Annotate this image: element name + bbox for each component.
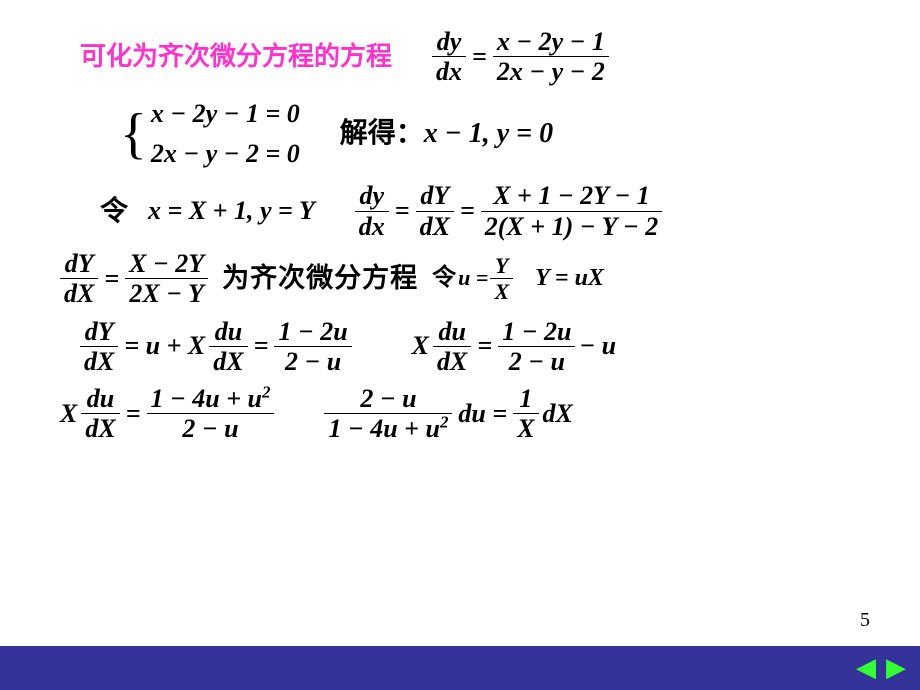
frac-chain-rhs: X + 1 − 2Y − 1 2(X + 1) − Y − 2 [481, 182, 662, 240]
equals: = [466, 39, 493, 75]
eq-original: dy dx = x − 2y − 1 2x − y − 2 [432, 28, 609, 86]
frac-Y-X: Y X [490, 254, 513, 303]
left-brace-icon: { [120, 106, 147, 162]
step5-left: X du dX = 1 − 4u + u2 2 − u [60, 385, 274, 443]
solve-label: 解得： [340, 114, 424, 153]
homog-label: 为齐次微分方程 [222, 260, 418, 298]
row-title: 可化为齐次微分方程的方程 dy dx = x − 2y − 1 2x − y −… [80, 28, 860, 86]
prev-button[interactable]: ◀ [856, 655, 876, 681]
frac-dy-dx-2: dy dx [355, 182, 389, 240]
row-subst: 令 x = X + 1, y = Y dy dx = dY dX = X + 1… [100, 182, 860, 240]
Y-uX: Y = uX [535, 262, 604, 296]
system-eq2: 2x − y − 2 = 0 [151, 136, 300, 172]
step4-left: dY dX = u + X du dX = 1 − 2u 2 − u [80, 318, 352, 376]
slide-title: 可化为齐次微分方程的方程 [80, 39, 392, 75]
substitution: x = X + 1, y = Y [148, 193, 315, 229]
reduced-eq: dY dX = X − 2Y 2X − Y [60, 250, 208, 308]
row-system: { x − 2y − 1 = 0 2x − y − 2 = 0 解得： x − … [120, 96, 860, 173]
slide-content: 可化为齐次微分方程的方程 dy dx = x − 2y − 1 2x − y −… [0, 0, 920, 473]
u-def-block: 令 u = Y X [432, 254, 513, 303]
let-label: 令 [100, 192, 128, 231]
u-eq: u = [458, 263, 488, 294]
let2-label: 令 [432, 262, 456, 296]
solve-result: x − 1, y = 0 [424, 114, 553, 153]
step5-right: 2 − u 1 − 4u + u2 du = 1 X dX [324, 385, 572, 443]
frac-dY-dX-2: dY dX [60, 250, 98, 308]
chain-eq: dy dx = dY dX = X + 1 − 2Y − 1 2(X + 1) … [355, 182, 662, 240]
frac-rhs1: x − 2y − 1 2x − y − 2 [493, 28, 609, 86]
footer-bar: ◀ ▶ [0, 646, 920, 690]
frac-red-rhs: X − 2Y 2X − Y [125, 250, 208, 308]
frac-dY-dX: dY dX [416, 182, 454, 240]
row-step5: X du dX = 1 − 4u + u2 2 − u 2 − u 1 − 4u [60, 385, 860, 443]
row-homog: dY dX = X − 2Y 2X − Y 为齐次微分方程 令 u = Y [60, 250, 860, 308]
frac-dy-dx: dy dx [432, 28, 466, 86]
page-number: 5 [860, 609, 870, 632]
system-eq1: x − 2y − 1 = 0 [151, 96, 300, 132]
step4-right: X du dX = 1 − 2u 2 − u − u [412, 318, 616, 376]
next-button[interactable]: ▶ [886, 655, 906, 681]
equation-system: { x − 2y − 1 = 0 2x − y − 2 = 0 [120, 96, 300, 173]
row-step4: dY dX = u + X du dX = 1 − 2u 2 − u [80, 318, 860, 376]
slide: 可化为齐次微分方程的方程 dy dx = x − 2y − 1 2x − y −… [0, 0, 920, 690]
solve-block: 解得： x − 1, y = 0 [340, 114, 553, 153]
